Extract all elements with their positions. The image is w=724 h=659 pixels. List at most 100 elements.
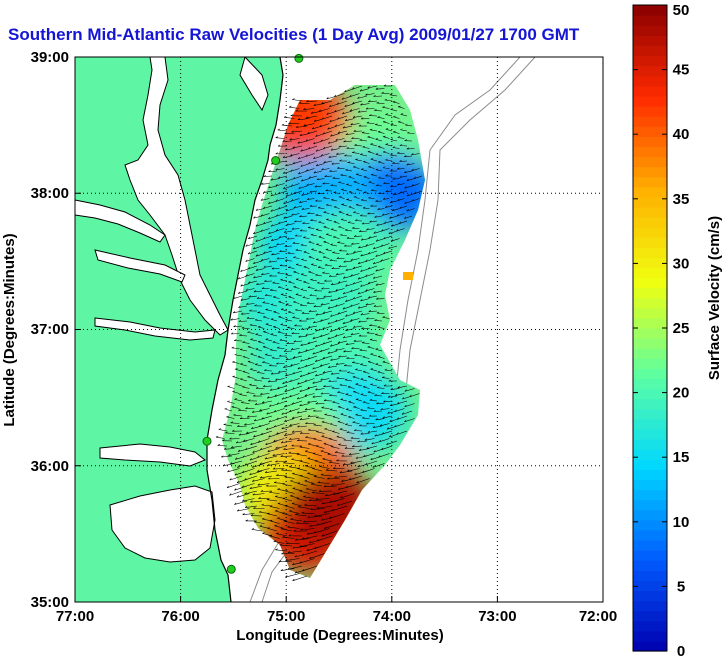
- colorbar-band: [633, 338, 667, 349]
- x-tick-label: 76:00: [161, 608, 199, 625]
- colorbar-tick-label: 40: [673, 126, 690, 143]
- radar-station-marker: [226, 564, 236, 574]
- colorbar-band: [633, 15, 667, 26]
- colorbar-band: [633, 368, 667, 380]
- colorbar-band: [633, 459, 667, 470]
- colorbar-label: Surface Velocity (cm/s): [706, 216, 723, 380]
- colorbar-band: [633, 146, 667, 158]
- y-tick-label: 37:00: [31, 321, 69, 338]
- x-tick-label: 72:00: [579, 608, 617, 625]
- colorbar-band: [633, 640, 667, 652]
- colorbar-band: [633, 55, 667, 67]
- colorbar-band: [633, 580, 667, 592]
- colorbar-band: [633, 95, 667, 107]
- colorbar-band: [633, 590, 667, 602]
- y-axis-label: Latitude (Degrees:Minutes): [1, 233, 18, 426]
- colorbar-band: [633, 469, 667, 481]
- grid-lines: [75, 57, 603, 602]
- y-tick-labels: 39:00 38:00 37:00 36:00 35:00: [31, 49, 69, 611]
- colorbar-band: [633, 348, 667, 359]
- velocity-vectors: [215, 84, 423, 582]
- colorbar-band: [633, 489, 667, 501]
- coastline: [206, 57, 284, 602]
- colorbar-tick-label: 30: [673, 255, 690, 272]
- colorbar-band: [633, 237, 667, 248]
- colorbar-band: [633, 277, 667, 289]
- colorbar-tick-label: 25: [673, 320, 690, 337]
- colorbar-band: [633, 25, 667, 36]
- colorbar-band: [633, 75, 667, 87]
- radar-station-marker: [294, 53, 304, 63]
- x-tick-label: 73:00: [478, 608, 516, 625]
- colorbar-band: [633, 408, 667, 420]
- albemarle-sound: [99, 443, 206, 467]
- colorbar-band: [633, 388, 667, 400]
- colorbar-band: [633, 560, 667, 571]
- colorbar-band: [633, 550, 667, 561]
- colorbar-tick-label: 20: [673, 385, 690, 402]
- colorbar-band: [633, 428, 667, 440]
- x-tick-label: 75:00: [267, 608, 305, 625]
- chesapeake-bay: [124, 57, 229, 336]
- x-axis-label: Longitude (Degrees:Minutes): [236, 627, 444, 644]
- colorbar-band: [633, 65, 667, 77]
- potomac-river: [75, 199, 166, 243]
- colorbar-band: [633, 45, 667, 57]
- radar-station-marker: [271, 156, 281, 166]
- colorbar-band: [633, 499, 667, 511]
- colorbar-band: [633, 85, 667, 97]
- colorbar-band: [633, 317, 667, 329]
- colorbar-band: [633, 35, 667, 46]
- colorbar-tick-label: 15: [673, 449, 690, 466]
- colorbar-band: [633, 216, 667, 228]
- colorbar-band: [633, 620, 667, 632]
- colorbar-band: [633, 378, 667, 390]
- colorbar-tick-label: 45: [673, 62, 690, 79]
- colorbar-band: [633, 257, 667, 269]
- colorbar-band: [633, 186, 667, 198]
- colorbar-band: [633, 136, 667, 147]
- colorbar: 0 5 10 15 20 25 30 35 40 45 50 Surface Velocity (c…: [632, 2, 723, 659]
- y-tick-label: 38:00: [31, 185, 69, 202]
- y-tick-label: 36:00: [31, 458, 69, 475]
- y-tick-label: 39:00: [31, 49, 69, 66]
- y-tick-label: 35:00: [31, 594, 69, 611]
- map-title: Southern Mid-Atlantic Raw Velocities (1 …: [8, 25, 580, 44]
- delaware-bay: [239, 57, 269, 112]
- colorbar-band: [633, 287, 667, 299]
- colorbar-band: [633, 600, 667, 612]
- colorbar-band: [633, 358, 667, 369]
- colorbar-band: [633, 126, 667, 137]
- colorbar-band: [633, 196, 667, 208]
- colorbar-band: [633, 328, 667, 339]
- colorbar-band: [633, 398, 667, 410]
- colorbar-band: [633, 116, 667, 127]
- colorbar-bands: [633, 5, 667, 652]
- colorbar-band: [633, 307, 667, 319]
- pamlico-sound: [109, 485, 216, 563]
- colorbar-band: [633, 297, 667, 309]
- colorbar-band: [633, 5, 667, 16]
- colorbar-band: [633, 418, 667, 430]
- colorbar-band: [633, 247, 667, 258]
- colorbar-tick-label: 35: [673, 191, 690, 208]
- rappahannock-river: [94, 249, 186, 283]
- colorbar-tick-label: 50: [673, 2, 690, 19]
- colorbar-band: [633, 519, 667, 531]
- colorbar-band: [633, 479, 667, 491]
- isolated-cell: [403, 272, 413, 280]
- colorbar-band: [633, 166, 667, 178]
- colorbar-band: [633, 539, 667, 551]
- colorbar-band: [633, 570, 667, 581]
- colorbar-ticks: 0 5 10 15 20 25 30 35 40 45 50: [633, 2, 689, 659]
- colorbar-tick-label: 5: [677, 578, 685, 595]
- colorbar-band: [633, 610, 667, 622]
- colorbar-band: [633, 529, 667, 541]
- x-tick-label: 74:00: [373, 608, 411, 625]
- colorbar-band: [633, 439, 667, 450]
- x-tick-label: 77:00: [56, 608, 94, 625]
- colorbar-band: [633, 105, 667, 117]
- colorbar-band: [633, 176, 667, 188]
- plot-area: 77:00 76:00 75:00 74:00 73:00 72:00 39:0…: [1, 49, 617, 644]
